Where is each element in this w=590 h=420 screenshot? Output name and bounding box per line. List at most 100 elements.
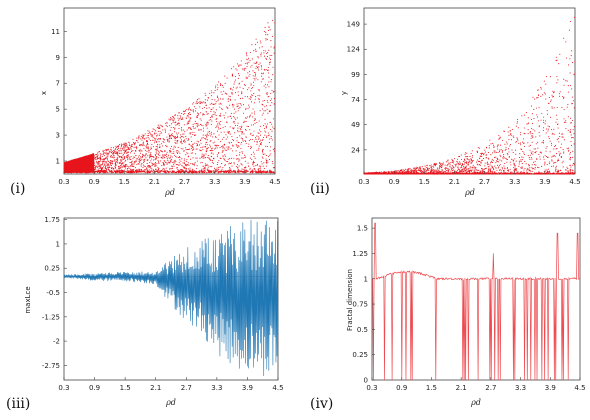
- scatter-point: [100, 156, 102, 158]
- scatter-point: [224, 160, 226, 162]
- scatter-point: [465, 161, 468, 163]
- scatter-point: [256, 135, 258, 137]
- scatter-point: [158, 127, 160, 130]
- scatter-point: [272, 162, 274, 165]
- scatter-point: [216, 144, 218, 146]
- scatter-point: [166, 162, 168, 164]
- scatter-point: [152, 169, 154, 171]
- scatter-point: [185, 149, 187, 151]
- scatter-point: [442, 169, 444, 171]
- scatter-point: [125, 155, 127, 157]
- scatter-point: [255, 50, 257, 52]
- scatter-point: [542, 142, 545, 144]
- scatter-point: [159, 133, 161, 135]
- scatter-point: [116, 162, 119, 164]
- scatter-point: [258, 101, 260, 103]
- scatter-point: [181, 158, 183, 160]
- scatter-point: [101, 170, 103, 172]
- scatter-point: [269, 170, 271, 172]
- scatter-point: [124, 163, 127, 165]
- scatter-point: [223, 171, 225, 174]
- scatter-point: [260, 53, 262, 55]
- scatter-point: [476, 169, 478, 171]
- scatter-point: [183, 158, 185, 160]
- scatter-point: [234, 132, 236, 134]
- scatter-point: [122, 164, 124, 166]
- scatter-point: [551, 165, 553, 167]
- scatter-point: [264, 69, 266, 71]
- scatter-point: [478, 160, 481, 163]
- scatter-point: [268, 49, 270, 51]
- scatter-point: [217, 138, 219, 140]
- scatter-point: [515, 170, 517, 172]
- scatter-point: [503, 170, 505, 172]
- scatter-point: [189, 118, 191, 120]
- scatter-point: [143, 138, 145, 140]
- scatter-point: [482, 170, 484, 172]
- scatter-point: [146, 162, 148, 165]
- scatter-point: [555, 173, 557, 175]
- scatter-point: [139, 156, 142, 158]
- scatter-point: [238, 171, 240, 174]
- scatter-point: [273, 127, 275, 129]
- scatter-point: [134, 160, 136, 163]
- scatter-point: [221, 109, 223, 111]
- scatter-point: [242, 97, 244, 99]
- scatter-point: [175, 124, 177, 126]
- scatter-point: [184, 167, 186, 169]
- scatter-point: [108, 165, 110, 167]
- scatter-point: [180, 148, 182, 150]
- scatter-point: [168, 170, 170, 173]
- scatter-point: [497, 167, 499, 169]
- scatter-point: [220, 121, 222, 123]
- scatter-point: [256, 140, 258, 143]
- scatter-point: [149, 154, 151, 156]
- scatter-point: [142, 164, 144, 166]
- scatter-point: [254, 79, 256, 81]
- scatter-point: [529, 132, 531, 134]
- scatter-point: [215, 109, 217, 111]
- scatter-point: [520, 148, 522, 150]
- scatter-point: [245, 107, 247, 109]
- scatter-point: [246, 171, 248, 173]
- scatter-point: [252, 75, 254, 77]
- scatter-point: [216, 147, 218, 149]
- scatter-point: [190, 169, 192, 171]
- scatter-point: [94, 171, 96, 174]
- scatter-point: [192, 110, 194, 112]
- scatter-point: [415, 167, 417, 169]
- scatter-point: [124, 143, 126, 145]
- scatter-point: [551, 107, 553, 109]
- scatter-point: [179, 171, 182, 174]
- scatter-point: [170, 118, 172, 120]
- scatter-point: [557, 79, 559, 81]
- scatter-point: [244, 166, 246, 168]
- scatter-point: [425, 170, 427, 172]
- scatter-point: [463, 159, 465, 161]
- scatter-point: [145, 140, 147, 142]
- scatter-point: [565, 57, 567, 59]
- scatter-point: [209, 116, 211, 119]
- scatter-point: [445, 170, 448, 172]
- scatter-point: [236, 63, 238, 65]
- scatter-point: [101, 167, 104, 169]
- scatter-point: [217, 87, 219, 89]
- scatter-point: [107, 153, 109, 155]
- scatter-point: [188, 108, 190, 110]
- scatter-point: [147, 130, 149, 132]
- scatter-point: [569, 131, 571, 133]
- scatter-point: [244, 85, 246, 87]
- scatter-point: [202, 113, 204, 115]
- scatter-point: [261, 68, 263, 70]
- scatter-point: [202, 168, 204, 170]
- scatter-point: [164, 150, 166, 152]
- scatter-point: [238, 160, 240, 162]
- scatter-point: [133, 142, 135, 144]
- scatter-point: [265, 145, 267, 147]
- scatter-point: [552, 162, 555, 164]
- scatter-point: [543, 158, 545, 160]
- scatter-point: [200, 162, 202, 164]
- scatter-point: [458, 155, 460, 158]
- scatter-point: [121, 159, 123, 161]
- scatter-point: [425, 167, 427, 169]
